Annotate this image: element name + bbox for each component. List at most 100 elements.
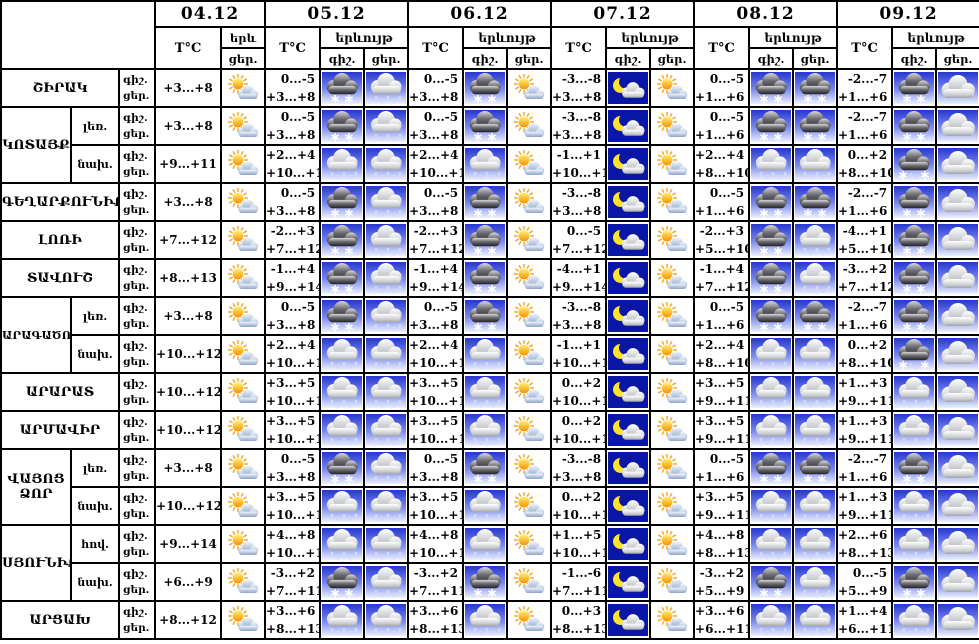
- night-temp: -3...+2: [270, 566, 316, 580]
- night-temp: -1...+1: [556, 148, 602, 162]
- rain-icon: [748, 372, 795, 412]
- night-temp: +2...+4: [695, 148, 745, 162]
- date-col-05: 05.12: [264, 0, 410, 28]
- night-temp: -1...-6: [561, 566, 602, 580]
- day-temp: +1...+6: [695, 90, 745, 104]
- moon-cloud-icon: [605, 68, 652, 108]
- temperature-cell: 0...-5 +1...+6: [693, 296, 751, 336]
- night-temp: -3...-8: [561, 300, 602, 314]
- night-temp: 0...-5: [709, 452, 745, 466]
- day-temp: +10...+12: [156, 385, 222, 399]
- day-temp: +1...+6: [838, 470, 888, 484]
- snow-icon: [748, 448, 795, 488]
- rain-icon: [462, 410, 509, 450]
- snow-icon: [792, 106, 839, 146]
- subregion-label: նախ.: [70, 144, 120, 184]
- night-temp: -2...+3: [699, 224, 745, 238]
- daypart-labels: գիշ. ցեր.: [117, 410, 157, 450]
- night-temp: -4...+1: [556, 262, 602, 276]
- day-abbr: ցեր.: [123, 470, 150, 482]
- subregion-label: նախ.: [70, 562, 120, 602]
- snow-icon: [319, 448, 366, 488]
- rain-icon: [462, 600, 509, 640]
- day-temp: +1...+6: [695, 318, 745, 332]
- forecast-row: նախ.գիշ.ցեր.+10...+12+3...+5+10...+12+3.…: [1, 486, 979, 526]
- night-abbr: գիշ.: [123, 339, 148, 352]
- day-abbr: ցեր.: [123, 90, 150, 102]
- day-temp: +10...+12: [409, 508, 461, 522]
- snow-icon: [891, 448, 938, 488]
- rain-icon: [363, 220, 410, 260]
- night-temp: +3...+5: [409, 376, 459, 390]
- temperature-cell: +3...+8: [154, 182, 223, 222]
- night-temp: +2...+4: [266, 148, 316, 162]
- snow-icon: [748, 296, 795, 336]
- snow-icon: [319, 68, 366, 108]
- rain-icon: [363, 258, 410, 298]
- temperature-cell: -2...-7 +1...+6: [836, 106, 894, 146]
- moon-cloud-icon: [605, 448, 652, 488]
- night-temp: 0...-5: [423, 186, 459, 200]
- snow-icon: [748, 68, 795, 108]
- day-temp: +7...+12: [159, 233, 217, 247]
- day-temp: +3...+8: [163, 119, 213, 133]
- snow-icon: [319, 220, 366, 260]
- night-abbr: գիշ.: [123, 605, 148, 618]
- night-temp: -3...-8: [561, 186, 602, 200]
- night-temp: 0...-5: [566, 224, 602, 238]
- moon-cloud-icon: [605, 144, 652, 184]
- day-temp: +3...+8: [409, 90, 459, 104]
- partly-sunny-icon: [220, 296, 267, 336]
- temperature-cell: +4...+8 +10...+15: [264, 524, 322, 564]
- moon-cloud-icon: [605, 562, 652, 602]
- day-temp: +10...+12: [552, 166, 604, 180]
- night-abbr: գիշ.: [123, 491, 148, 504]
- moon-cloud-icon: [605, 486, 652, 526]
- rain-icon: [319, 600, 366, 640]
- day-temp: +1...+6: [838, 204, 888, 218]
- rain-icon: [792, 372, 839, 412]
- temperature-cell: +9...+11: [154, 144, 223, 184]
- temperature-cell: +8...+13: [154, 258, 223, 298]
- partly-sunny-icon: [506, 182, 553, 222]
- rain-icon: [792, 562, 839, 602]
- night-temp: 0...-5: [709, 186, 745, 200]
- phenom-header: երևույթ: [462, 26, 553, 49]
- day-abbr: ցեր.: [123, 508, 150, 520]
- moon-cloud-icon: [605, 182, 652, 222]
- night-temp: +2...+4: [409, 338, 459, 352]
- phenom-header: երևույթ: [748, 26, 839, 49]
- day-temp: +10...+15: [266, 546, 318, 560]
- night-abbr: գիշ.: [123, 529, 148, 542]
- day-temp: +7...+12: [266, 242, 321, 256]
- day-temp: +1...+6: [695, 128, 745, 142]
- rain-icon: [891, 486, 938, 526]
- snow-icon: [319, 296, 366, 336]
- rain-icon: [363, 372, 410, 412]
- daypart-labels: գիշ. ցեր.: [117, 600, 157, 640]
- daypart-labels: գիշ. ցեր.: [117, 524, 157, 564]
- temperature-cell: +3...+5 +10...+12: [407, 372, 465, 412]
- temperature-cell: 0...-5 +1...+6: [693, 182, 751, 222]
- rain-icon: [363, 600, 410, 640]
- night-temp: +4...+8: [266, 528, 316, 542]
- night-temp: -3...-8: [561, 452, 602, 466]
- forecast-row: ԼՈՌԻ գիշ. ցեր. +7...+12 -2...+3 +7...+12 -2...…: [0, 220, 979, 260]
- temperature-cell: -3...-8 +3...+8: [550, 106, 608, 146]
- temperature-cell: -2...+3 +5...+10: [693, 220, 751, 260]
- partly-sunny-icon: [220, 258, 267, 298]
- daypart-labels: գիշ. ցեր.: [117, 372, 157, 412]
- day-temp: +10...+12: [156, 423, 222, 437]
- day-temp: +3...+8: [409, 470, 459, 484]
- forecast-row: ՏԱՎՈՒՇ գիշ. ցեր. +8...+13 -1...+4 +9...+14 -1.…: [0, 258, 979, 298]
- temp-header: T°C: [264, 26, 322, 70]
- rain-icon: [462, 334, 509, 374]
- temperature-cell: +2...+4 +10...+12: [264, 334, 322, 374]
- temperature-cell: -1...+1 +10...+12: [550, 334, 608, 374]
- partly-sunny-icon: [506, 486, 553, 526]
- temperature-cell: +7...+12: [154, 220, 223, 260]
- temperature-cell: 0...-5 +3...+8: [407, 182, 465, 222]
- day-temp: +10...+12: [552, 432, 604, 446]
- day-temp: +5...+9: [695, 584, 745, 598]
- temperature-cell: -3...+2 +7...+12: [836, 258, 894, 298]
